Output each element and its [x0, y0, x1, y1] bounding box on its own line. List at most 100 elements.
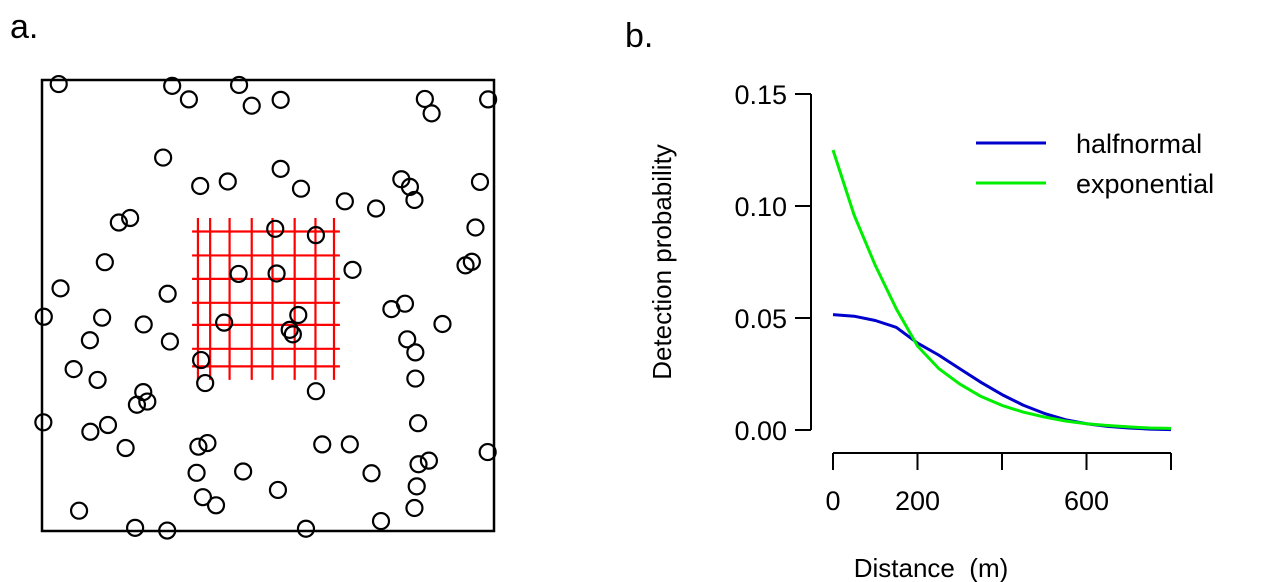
point-3 [179, 90, 198, 109]
point-62 [313, 435, 332, 454]
point-78 [296, 519, 316, 538]
panel-a-scatter [34, 74, 498, 540]
point-44 [160, 332, 180, 351]
point-10 [271, 159, 290, 178]
point-36 [215, 313, 234, 332]
x-axis-title: Distance (m) [854, 553, 1009, 582]
point-64 [408, 414, 428, 433]
point-60 [198, 433, 217, 453]
point-48 [192, 350, 211, 370]
point-68 [362, 464, 381, 483]
panel-a-points [34, 74, 498, 540]
x-tick-label-0: 0 [825, 486, 840, 516]
legend-label-exponential: exponential [1076, 169, 1214, 199]
series-lines [831, 149, 1172, 432]
point-69 [409, 455, 428, 474]
point-66 [187, 463, 206, 482]
point-33 [158, 284, 177, 303]
point-8 [422, 104, 441, 123]
y-tick-label-2: 0.10 [734, 192, 787, 222]
legend-label-halfnormal: halfnormal [1076, 129, 1202, 159]
point-34 [93, 308, 112, 327]
point-6 [415, 89, 434, 109]
point-14 [291, 179, 311, 198]
point-46 [406, 343, 425, 362]
point-51 [127, 395, 147, 414]
point-74 [405, 498, 424, 518]
point-77 [158, 521, 177, 540]
legend: halfnormal exponential [976, 129, 1214, 199]
point-58 [81, 422, 100, 441]
point-61 [189, 437, 208, 456]
series-line-halfnormal [832, 313, 1172, 432]
point-40 [395, 294, 415, 313]
point-1 [163, 76, 182, 95]
point-73 [407, 477, 426, 496]
point-16 [470, 172, 490, 192]
point-27 [456, 256, 475, 275]
point-70 [419, 451, 439, 470]
point-18 [366, 199, 386, 218]
point-47 [64, 359, 83, 379]
point-59 [116, 438, 135, 458]
point-9 [154, 148, 173, 167]
point-19 [405, 190, 424, 210]
y-axis-title: Detection probability [647, 144, 677, 380]
point-53 [196, 373, 215, 393]
point-17 [335, 192, 354, 211]
panel-a-frame [40, 78, 496, 533]
series-line-exponential [831, 149, 1172, 430]
point-79 [371, 511, 391, 531]
point-39 [433, 314, 452, 334]
point-56 [34, 413, 53, 432]
point-54 [306, 382, 326, 401]
point-0 [49, 74, 68, 94]
y-axis: 0.00 0.05 0.10 0.15 [734, 80, 812, 446]
point-31 [34, 307, 53, 326]
point-72 [268, 480, 288, 500]
point-45 [398, 330, 417, 349]
panel-a-grid-overlay [192, 218, 340, 380]
point-55 [406, 369, 425, 388]
point-21 [121, 208, 140, 228]
point-24 [466, 218, 485, 237]
point-63 [340, 435, 359, 454]
point-23 [306, 226, 326, 245]
panel-a-label: a. [10, 8, 38, 46]
point-71 [193, 488, 213, 507]
point-15 [400, 177, 420, 196]
point-42 [283, 325, 302, 344]
point-5 [271, 90, 290, 109]
y-tick-label-0: 0.00 [734, 416, 787, 446]
point-43 [80, 331, 100, 350]
point-65 [478, 442, 497, 462]
point-67 [234, 462, 253, 481]
point-52 [138, 392, 157, 411]
point-30 [267, 264, 286, 283]
point-49 [88, 370, 107, 390]
point-76 [126, 518, 145, 537]
point-25 [95, 253, 114, 272]
point-20 [109, 213, 128, 232]
y-tick-label-1: 0.05 [734, 304, 787, 334]
x-tick-label-3: 600 [1064, 486, 1109, 516]
point-75 [69, 501, 89, 520]
point-13 [218, 172, 237, 191]
y-tick-label-3: 0.15 [734, 80, 787, 110]
point-57 [98, 415, 118, 435]
point-35 [134, 315, 153, 334]
point-12 [191, 176, 210, 196]
x-tick-label-1: 200 [895, 486, 940, 516]
point-41 [280, 320, 299, 339]
point-2 [229, 75, 249, 95]
point-80 [206, 496, 226, 515]
point-29 [229, 264, 248, 284]
point-37 [289, 305, 308, 325]
panel-b-line-chart: 0.00 0.05 0.10 0.15 0 200 600 Distance (m) De… [647, 80, 1214, 582]
point-28 [343, 260, 362, 279]
point-32 [51, 279, 70, 298]
x-axis: 0 200 600 [825, 452, 1172, 516]
point-22 [266, 219, 285, 238]
point-7 [479, 90, 498, 109]
